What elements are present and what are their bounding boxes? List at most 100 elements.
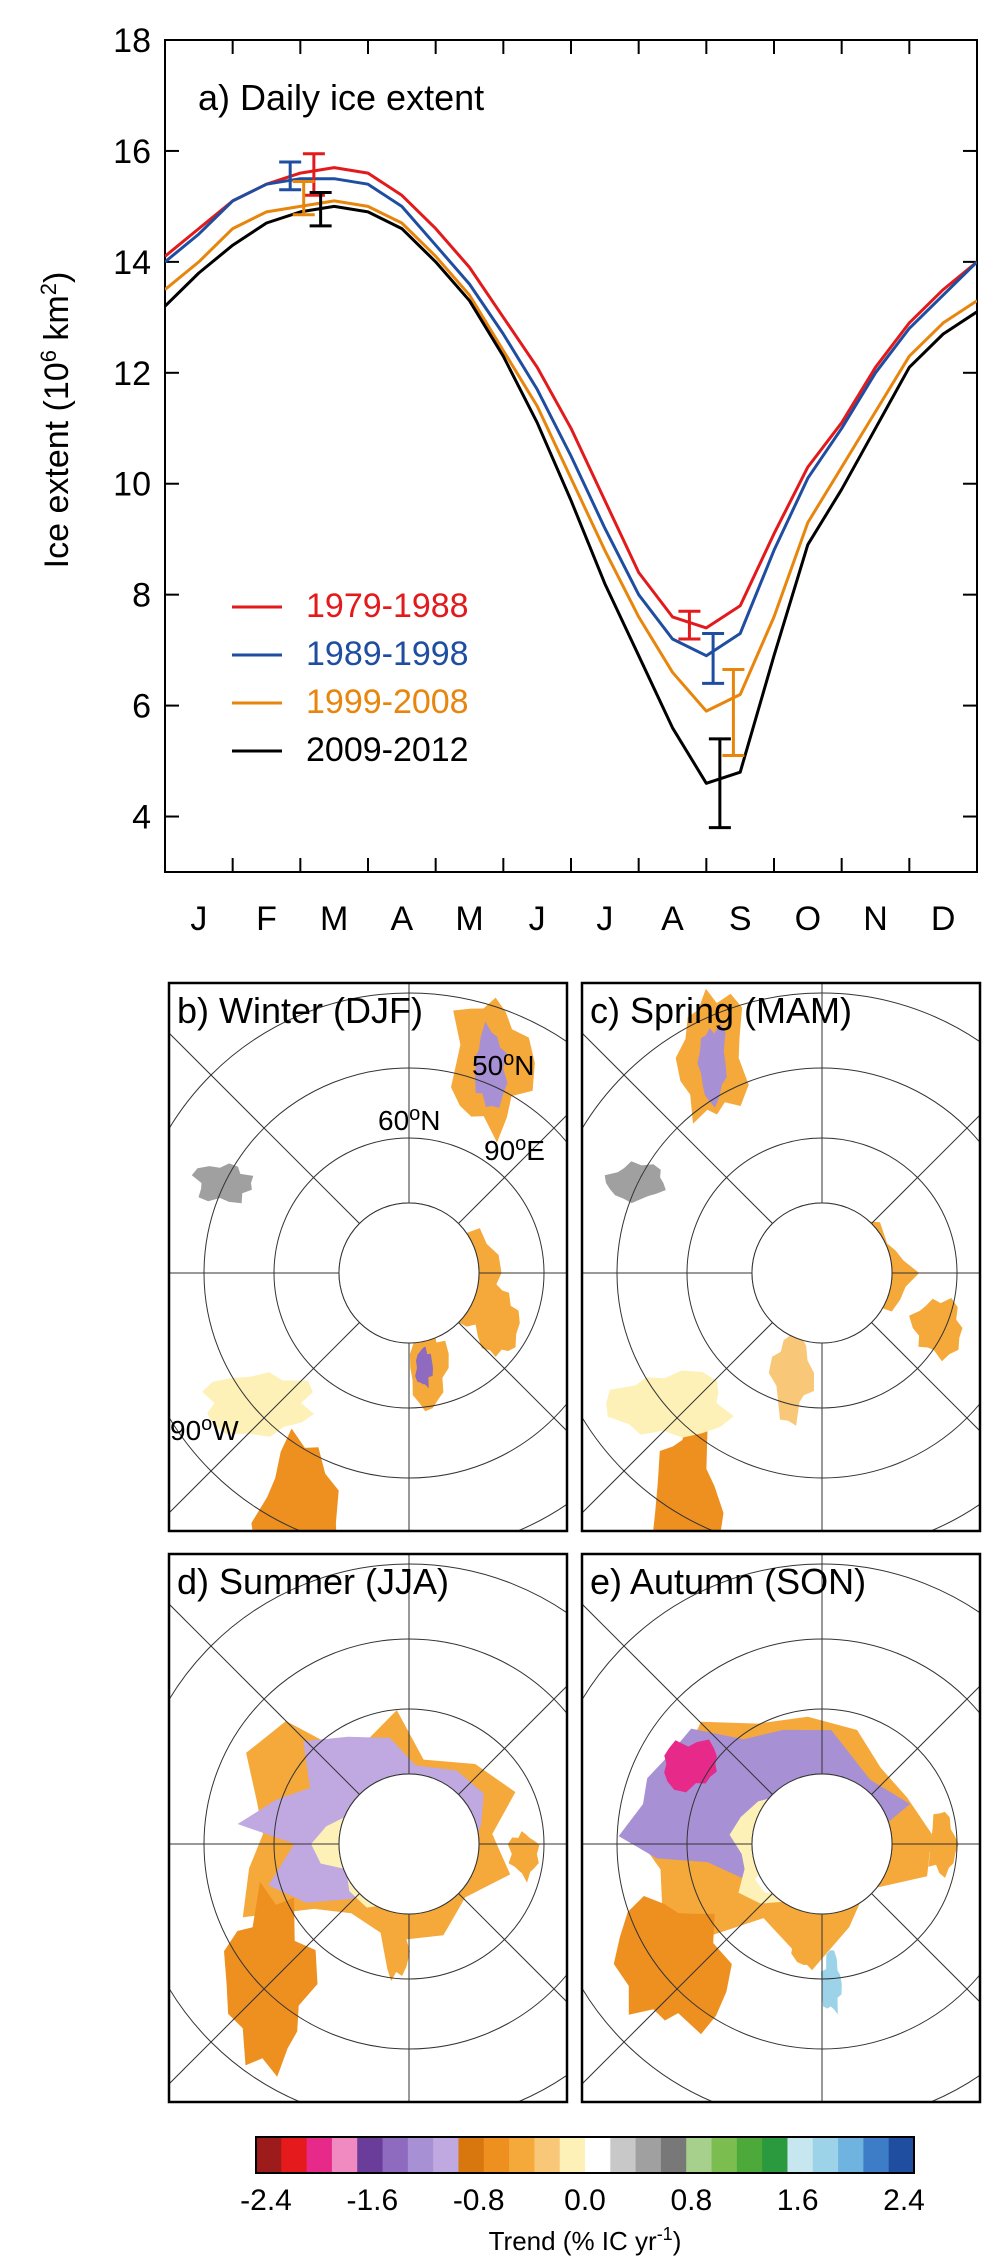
map-panel-title: c) Spring (MAM) <box>590 990 852 1031</box>
series-line <box>165 177 977 658</box>
map-content <box>582 1554 980 2102</box>
colorbar-swatch <box>559 2137 586 2173</box>
pole-hole <box>751 1202 893 1344</box>
month-label: M <box>455 900 483 938</box>
month-label: N <box>863 900 888 938</box>
lat-60n-label: 60oN <box>378 1103 441 1136</box>
colorbar-swatch <box>635 2137 662 2173</box>
colorbar-title: Trend (% IC yr-1) <box>489 2224 682 2256</box>
series-line <box>165 204 977 785</box>
colorbar-swatch <box>458 2137 485 2173</box>
lat-50n-label: 50oN <box>472 1048 535 1081</box>
y-tick-label: 4 <box>132 799 151 837</box>
colorbar-frame <box>255 2136 915 2174</box>
trend-region <box>820 1950 842 2015</box>
colorbar-swatch <box>483 2137 510 2173</box>
colorbar-swatch <box>711 2137 738 2173</box>
map-frame <box>167 1552 569 2104</box>
legend-label: 2009-2012 <box>306 731 469 769</box>
month-label: S <box>729 900 752 938</box>
colorbar-swatch <box>888 2137 915 2173</box>
trend-region <box>224 1881 318 2077</box>
map-panel: e) Autumn (SON) <box>580 1552 982 2104</box>
error-bars <box>279 152 745 830</box>
map-panel-title: e) Autumn (SON) <box>590 1561 866 1602</box>
trend-region <box>927 1811 959 1878</box>
colorbar-swatch <box>812 2137 839 2173</box>
map-frame <box>167 981 569 1533</box>
pole-hole <box>338 1202 480 1344</box>
colorbar-swatch <box>433 2137 459 2173</box>
y-tick-label: 14 <box>113 244 151 282</box>
month-label: J <box>596 900 613 938</box>
legend-label: 1999-2008 <box>306 683 469 721</box>
trend-region <box>202 1372 315 1437</box>
colorbar-swatch <box>838 2137 864 2173</box>
trend-region <box>251 1428 339 1531</box>
y-tick-label: 10 <box>113 466 151 504</box>
map-graticule-labels: 50oN 60oN 90oE 90oW <box>170 1048 545 1446</box>
colorbar-swatch <box>534 2137 561 2173</box>
lon-90w-label: 90oW <box>170 1413 239 1446</box>
trend-region <box>475 1282 520 1357</box>
series-line <box>165 166 977 630</box>
map-panel: b) Winter (DJF) <box>167 981 569 1533</box>
trend-region <box>653 1401 724 1531</box>
colorbar-swatch <box>281 2137 308 2173</box>
trend-region <box>909 1298 963 1362</box>
legend-label: 1979-1988 <box>306 587 469 625</box>
map-content <box>169 1554 567 2102</box>
map-panel-title: d) Summer (JJA) <box>177 1561 449 1602</box>
trend-region <box>415 1346 433 1389</box>
month-label: J <box>529 900 546 938</box>
map-panel-title: b) Winter (DJF) <box>177 990 423 1031</box>
colorbar-tick-label: 1.6 <box>777 2184 819 2217</box>
colorbar-swatch <box>762 2137 788 2173</box>
colorbar-tick-label: -1.6 <box>346 2184 398 2217</box>
colorbar-swatch <box>660 2137 687 2173</box>
colorbar-swatch <box>357 2137 384 2173</box>
colorbar-swatch <box>509 2137 535 2173</box>
map-panel: c) Spring (MAM) <box>580 981 982 1533</box>
colorbar-swatch <box>306 2137 333 2173</box>
chart-title: a) Daily ice extent <box>198 77 484 118</box>
colorbar-swatch <box>686 2137 713 2173</box>
colorbar-tick-labels: -2.4 -1.6 -0.8 0.0 0.8 1.6 2.4 <box>240 2184 925 2217</box>
series-line <box>165 199 977 713</box>
pole-hole <box>751 1773 893 1915</box>
map-panel: d) Summer (JJA) <box>167 1552 569 2104</box>
month-label: J <box>190 900 207 938</box>
y-axis-label: Ice extent (106 km2) <box>36 272 76 569</box>
y-tick-label: 8 <box>132 577 151 615</box>
colorbar-swatch <box>256 2137 282 2173</box>
trend-region <box>604 1161 666 1204</box>
colorbar-tick-label: -0.8 <box>453 2184 505 2217</box>
map-frame <box>580 981 982 1533</box>
month-label: F <box>256 900 277 938</box>
colorbar-tick-label: 0.0 <box>564 2184 606 2217</box>
colorbar-swatch <box>863 2137 890 2173</box>
seasonal-trend-maps: b) Winter (DJF) c) Spring (MAM) d) Summer … <box>167 981 982 2104</box>
trend-region <box>475 1021 508 1108</box>
colorbar-swatch <box>382 2137 409 2173</box>
month-label: O <box>795 900 821 938</box>
colorbar <box>255 2136 915 2174</box>
lon-90e-label: 90oE <box>484 1133 545 1166</box>
trend-region <box>606 1370 734 1438</box>
trend-region <box>191 1163 254 1204</box>
month-label: A <box>661 900 684 938</box>
y-tick-label: 18 <box>113 22 151 60</box>
map-content <box>169 983 567 1531</box>
y-tick-label: 16 <box>113 133 151 171</box>
month-label: M <box>320 900 348 938</box>
trend-region <box>697 1024 727 1108</box>
colorbar-tick-label: 2.4 <box>883 2184 925 2217</box>
map-frame <box>580 1552 982 2104</box>
pole-hole <box>338 1773 480 1915</box>
series-lines <box>165 166 977 785</box>
colorbar-swatch <box>331 2137 358 2173</box>
legend-label: 1989-1998 <box>306 635 469 673</box>
colorbar-tick-label: -2.4 <box>240 2184 292 2217</box>
